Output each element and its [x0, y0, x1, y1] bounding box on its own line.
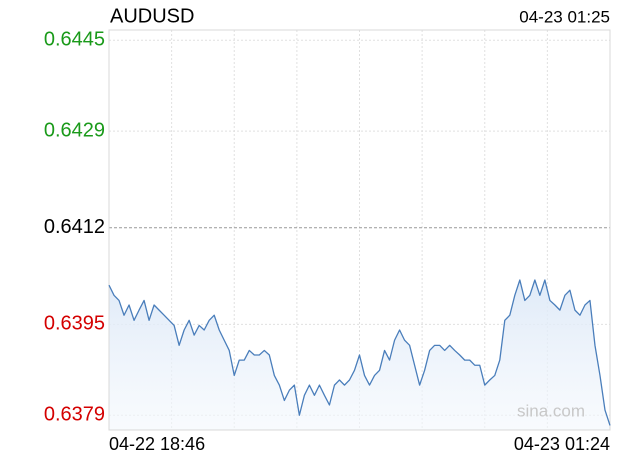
plot-frame — [108, 29, 611, 431]
y-tick-label: 0.6395 — [44, 313, 105, 335]
y-tick-label: 0.6429 — [44, 119, 105, 141]
y-tick-label: 0.6445 — [44, 29, 105, 51]
timestamp: 04-23 01:25 — [519, 7, 610, 26]
chart-title: AUDUSD — [110, 5, 194, 27]
x-tick-label: 04-23 01:24 — [514, 434, 610, 454]
watermark: sina.com — [517, 401, 585, 420]
y-tick-label: 0.6379 — [44, 404, 105, 426]
x-tick-label: 04-22 18:46 — [109, 434, 205, 454]
price-line — [108, 279, 611, 426]
y-tick-label: 0.6412 — [44, 216, 105, 238]
